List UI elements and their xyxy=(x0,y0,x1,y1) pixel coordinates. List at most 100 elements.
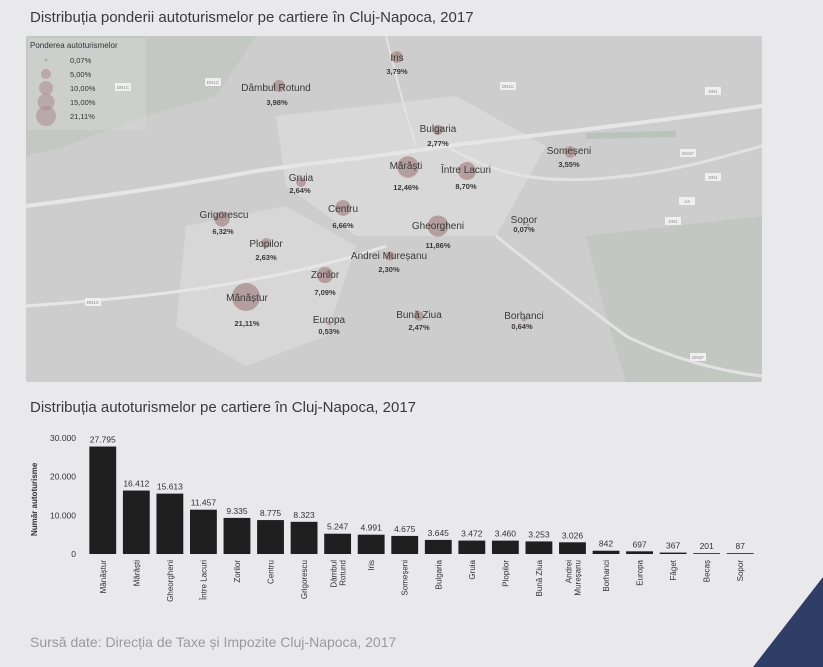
map-legend-label: 15,00% xyxy=(70,98,96,107)
map-legend-swatch xyxy=(41,69,51,79)
y-tick-label: 30.000 xyxy=(50,433,76,443)
bar-group: 367 Făget xyxy=(659,541,687,580)
map-title: Distribuția ponderii autoturismelor pe c… xyxy=(30,9,474,26)
map-bubble-name: Bună Ziua xyxy=(396,310,442,321)
y-tick-label: 20.000 xyxy=(50,472,76,482)
bar xyxy=(424,539,452,554)
map-legend-label: 5,00% xyxy=(70,70,92,79)
bar-value-label: 3.460 xyxy=(495,529,517,539)
map-bubble-circle[interactable] xyxy=(272,79,286,93)
map-bubble-name: Mănăștur xyxy=(226,293,268,304)
map-bubble-value: 0,64% xyxy=(511,322,533,331)
map-bubble-circle[interactable] xyxy=(432,124,444,136)
map-canvas[interactable]: Ponderea autoturismelor 0,07% 5,00% 10,00%… xyxy=(26,36,762,382)
map-legend-swatch xyxy=(37,93,55,111)
map-legend-title: Ponderea autoturismelor xyxy=(30,41,118,50)
map-bubble-circle[interactable] xyxy=(458,162,476,180)
map-bubble-circle[interactable] xyxy=(564,146,576,158)
bar-chart-bars: 27.795 Mănăștur 16.412 Mărăști 15.613 Gheorgh… xyxy=(89,435,754,602)
map-bubble-name: Bulgaria xyxy=(420,124,457,135)
map-bubble-value: 2,64% xyxy=(289,186,311,195)
map-bubble-dâmbul-rotund[interactable]: Dâmbul Rotund 3,98% xyxy=(241,79,311,107)
map-bubble-circle[interactable] xyxy=(397,156,419,178)
bar-group: 3.472 Gruia xyxy=(458,529,486,580)
map-bubble-circle[interactable] xyxy=(414,311,424,321)
map-bubble-someșeni[interactable]: Someșeni 3,55% xyxy=(547,146,591,169)
bar xyxy=(122,490,150,554)
map-bubble-circle[interactable] xyxy=(335,200,351,216)
map-bubble-mănăștur[interactable]: Mănăștur 21,11% xyxy=(226,283,269,328)
map-bubble-grigorescu[interactable]: Grigorescu 6,32% xyxy=(200,210,249,236)
road-sign-label: DN1C xyxy=(117,85,130,90)
map-bubble-circle[interactable] xyxy=(326,320,332,326)
map-bubble-gruia[interactable]: Gruia 2,64% xyxy=(289,173,314,195)
map-bubble-plopilor[interactable]: Plopilor 2,63% xyxy=(249,238,283,262)
bar-group: 842 Borhanci xyxy=(592,539,620,592)
bar-category-label: DâmbulRotund xyxy=(330,560,348,588)
bar-category-label: Someșeni xyxy=(401,560,410,596)
road-sign xyxy=(680,149,696,157)
bar-value-label: 9.335 xyxy=(226,506,248,516)
map-bubble-name: Între Lacuri xyxy=(440,163,491,176)
bar xyxy=(592,550,620,554)
map-bubble-circle[interactable] xyxy=(427,215,449,237)
bar xyxy=(290,521,318,554)
road-sign-label: A3 xyxy=(684,199,690,204)
map-bubble-andrei-mureșanu[interactable]: Andrei Mureșanu 2,30% xyxy=(351,251,427,274)
map-bubble-circle[interactable] xyxy=(391,51,403,63)
bar-value-label: 3.472 xyxy=(461,529,483,539)
map-bubble-value: 0,53% xyxy=(318,327,340,336)
map-road-labels: DN1C DN1C DN1C DN1 DN1F DN1 A3 DN1 DN1C DN1F xyxy=(85,78,721,361)
map-bubble-circle[interactable] xyxy=(521,316,527,322)
y-tick-label: 10.000 xyxy=(50,510,76,520)
map-bubble-bună-ziua[interactable]: Bună Ziua 2,47% xyxy=(396,310,442,332)
bar-group: 27.795 Mănăștur xyxy=(89,435,117,593)
bar-chart-y-ticks: 0 10.000 20.000 30.000 xyxy=(50,433,76,559)
map-bubble-value: 3,98% xyxy=(266,98,288,107)
bar xyxy=(223,517,251,554)
map-bubble-value: 6,32% xyxy=(212,227,234,236)
map-bubble-circle[interactable] xyxy=(526,223,530,227)
bar xyxy=(156,493,184,554)
map-bubble-name: Plopilor xyxy=(249,239,283,250)
map-bubble-mărăști[interactable]: Mărăști 12,46% xyxy=(390,156,423,192)
bar-group: 15.613 Gheorgheni xyxy=(156,482,184,602)
bar-group: 3.026 AndreiMureșanu xyxy=(559,530,586,596)
map-bubble-între-lacuri[interactable]: Între Lacuri 8,70% xyxy=(440,162,491,191)
map-bubble-gheorgheni[interactable]: Gheorgheni 11,86% xyxy=(412,215,464,250)
map-bubble-circle[interactable] xyxy=(214,211,230,227)
map-road-southeast xyxy=(495,234,762,378)
map-bubble-zorilor[interactable]: Zorilor 7,09% xyxy=(311,266,340,297)
map-bubble-name: Grigorescu xyxy=(200,210,249,221)
bar xyxy=(391,535,419,554)
map-bubble-name: Europa xyxy=(313,315,346,326)
map-bubble-circle[interactable] xyxy=(385,251,395,261)
map-road-north xyxy=(385,36,417,147)
map-green-area-east xyxy=(586,216,762,382)
road-sign-label: DN1F xyxy=(682,151,694,156)
map-bubble-circle[interactable] xyxy=(232,283,260,311)
map-bubble-value: 2,30% xyxy=(378,265,400,274)
map-bubble-iris[interactable]: Iris 3,79% xyxy=(386,51,408,76)
map-legend-swatch xyxy=(39,81,53,95)
map-bubble-name: Iris xyxy=(390,53,403,64)
map-panel[interactable]: Ponderea autoturismelor 0,07% 5,00% 10,00%… xyxy=(26,36,762,382)
map-bubbles: Iris 3,79% Dâmbul Rotund 3,98% Bulgaria 2,77%… xyxy=(200,51,591,336)
map-legend-swatch xyxy=(44,58,48,62)
map-bubble-name: Borhanci xyxy=(504,311,543,322)
map-bubble-bulgaria[interactable]: Bulgaria 2,77% xyxy=(420,124,457,148)
bar-category-label: Becaș xyxy=(703,560,712,582)
bar-value-label: 87 xyxy=(735,541,745,551)
map-bubble-centru[interactable]: Centru 6,66% xyxy=(328,200,358,230)
map-bubble-circle[interactable] xyxy=(261,238,271,248)
map-bubble-name: Centru xyxy=(328,204,358,215)
map-bubble-circle[interactable] xyxy=(316,266,334,284)
map-legend-swatch xyxy=(36,106,56,126)
map-bubble-name: Gheorgheni xyxy=(412,221,464,232)
bar-category-label: Grigorescu xyxy=(300,560,309,599)
map-bubble-circle[interactable] xyxy=(296,177,306,187)
